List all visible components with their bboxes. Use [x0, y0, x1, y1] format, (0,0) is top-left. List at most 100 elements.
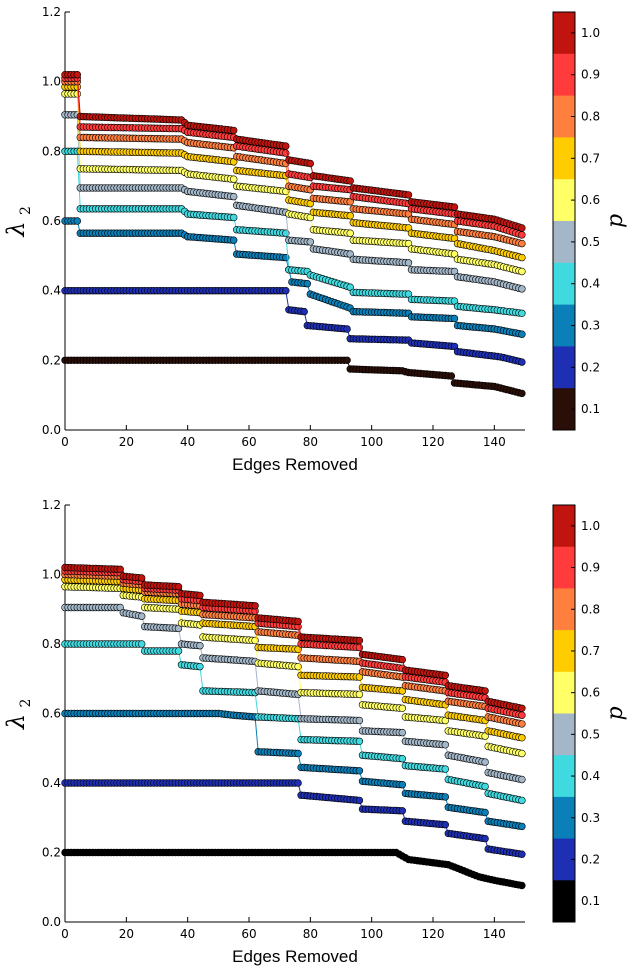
colorbar-tick-label: 0.3 [581, 811, 600, 825]
colorbar-tick-label: 0.4 [581, 277, 600, 291]
data-point [518, 330, 526, 338]
data-point [481, 758, 489, 766]
y-tick-label: 0.4 [42, 284, 61, 298]
series-line [65, 782, 522, 855]
data-point [343, 356, 351, 364]
y-axis-label: λ2 [2, 206, 34, 238]
data-point [282, 142, 290, 150]
data-point [355, 767, 364, 775]
data-point [230, 213, 238, 222]
data-point [230, 192, 238, 201]
data-point [355, 636, 364, 645]
x-tick-label: 120 [422, 927, 445, 941]
y-tick-label: 0.0 [42, 915, 61, 929]
series-p-0.4 [61, 147, 526, 317]
data-point [196, 591, 204, 600]
colorbar-label: p [603, 706, 628, 720]
y-tick-label: 0.4 [42, 776, 61, 790]
data-point [518, 239, 526, 248]
data-point [518, 285, 526, 293]
x-tick-label: 100 [360, 435, 383, 449]
data-point [518, 749, 526, 758]
series-p-0.5 [61, 111, 526, 293]
data-point [481, 834, 489, 843]
data-point [138, 640, 146, 648]
data-point [116, 565, 124, 573]
colorbar-tick-label: 1.0 [581, 519, 600, 533]
data-point [398, 780, 406, 789]
data-point [518, 704, 526, 712]
data-point [518, 309, 526, 317]
series-p-0.1 [61, 356, 526, 398]
data-point [294, 779, 302, 787]
data-point [404, 191, 413, 199]
data-point [450, 203, 459, 211]
x-tick-label: 140 [483, 927, 506, 941]
data-point [355, 737, 364, 745]
y-axis-label-subscript: 2 [18, 206, 34, 215]
y-axis-label-subscript: 2 [18, 699, 34, 708]
y-tick-label: 0.6 [42, 707, 61, 721]
data-point [138, 574, 146, 582]
colorbar-tick-label: 0.5 [581, 727, 600, 741]
colorbar-tick-label: 1.0 [581, 26, 600, 40]
y-axis-label: λ2 [2, 699, 34, 731]
y-tick-label: 0.2 [42, 353, 61, 367]
data-point [441, 741, 449, 749]
colorbar-tick-label: 0.1 [581, 894, 600, 908]
data-point [518, 224, 526, 232]
data-point [230, 175, 238, 183]
x-tick-label: 60 [241, 927, 256, 941]
series-p-0.6 [61, 90, 526, 276]
colorbar-tick-label: 0.7 [581, 644, 600, 658]
colorbar-tick-label: 0.2 [581, 852, 600, 866]
data-point [481, 782, 489, 791]
data-point [398, 655, 406, 664]
colorbar-tick-label: 0.8 [581, 602, 600, 616]
data-point [303, 280, 311, 288]
colorbar-tick-label: 0.3 [581, 319, 600, 333]
data-point [518, 711, 526, 719]
data-point [441, 671, 449, 679]
y-tick-label: 1.2 [42, 498, 61, 512]
colorbar-tick-label: 0.8 [581, 110, 600, 124]
data-point [294, 749, 302, 758]
data-point [355, 796, 364, 805]
data-point [518, 796, 526, 805]
data-point [398, 704, 406, 712]
data-point [355, 716, 364, 725]
series-p-0.6 [61, 582, 526, 758]
y-tick-label: 1.0 [42, 75, 61, 89]
data-point [346, 177, 354, 185]
x-axis-label: Edges Removed [232, 455, 358, 474]
data-point [196, 641, 204, 650]
data-point [346, 212, 354, 220]
data-point [518, 822, 526, 831]
series-p-0.1 [61, 848, 526, 890]
data-point [174, 582, 183, 591]
colorbar-tick-label: 0.7 [581, 151, 600, 165]
colorbar-tick-label: 0.2 [581, 360, 600, 374]
data-point [518, 389, 526, 398]
x-tick-label: 20 [119, 435, 134, 449]
y-axis-label-symbol: λ [2, 221, 30, 237]
y-tick-label: 0.8 [42, 637, 61, 651]
data-point [230, 236, 238, 244]
colorbar-tick-label: 0.9 [581, 561, 600, 575]
x-tick-label: 40 [180, 927, 195, 941]
data-point [518, 231, 526, 239]
data-point [398, 754, 406, 763]
x-tick-label: 0 [61, 435, 69, 449]
series-p-0.3 [61, 217, 526, 338]
y-tick-label: 0.0 [42, 423, 61, 437]
data-point [518, 358, 526, 366]
y-tick-label: 0.6 [42, 214, 61, 228]
x-tick-label: 40 [180, 435, 195, 449]
series-p-0.2 [61, 287, 526, 366]
data-point [73, 70, 82, 79]
data-point [518, 775, 526, 784]
data-point [355, 690, 364, 699]
data-point [346, 229, 354, 237]
data-point [518, 881, 526, 890]
